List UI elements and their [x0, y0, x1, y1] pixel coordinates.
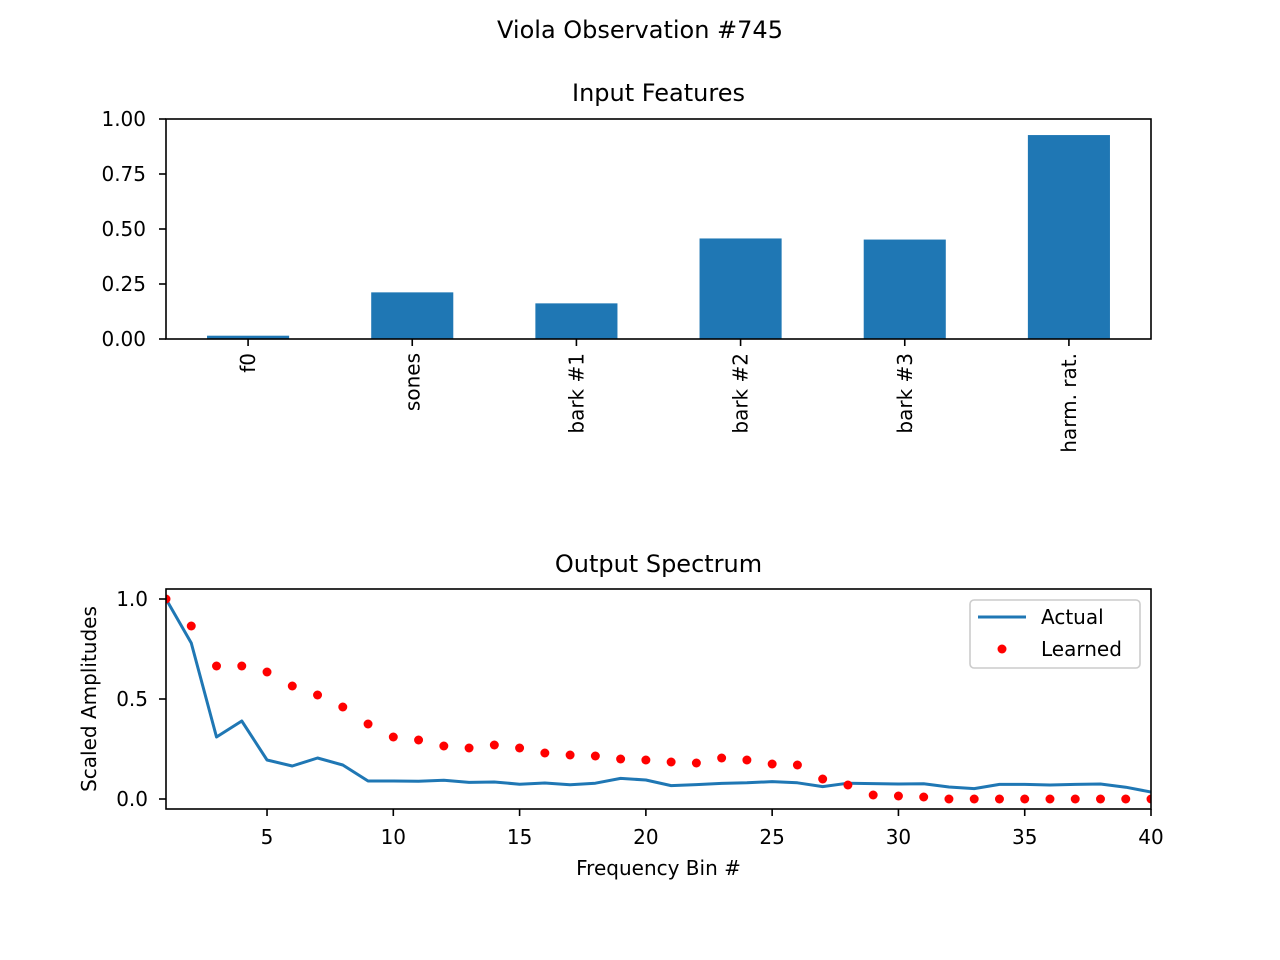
learned-point-8 — [363, 719, 373, 729]
bar-x-tick-label-5: harm. rat. — [1057, 353, 1081, 453]
learned-point-31 — [944, 794, 954, 804]
learned-point-39 — [1146, 794, 1151, 804]
spectrum-y-axis: 0.0 0.5 1.0 — [116, 587, 166, 811]
learned-point-35 — [1045, 794, 1055, 804]
learned-point-38 — [1121, 794, 1131, 804]
learned-point-28 — [868, 790, 878, 800]
legend-learned-swatch — [997, 644, 1007, 654]
spectrum-marks — [166, 594, 1151, 804]
learned-point-9 — [388, 732, 398, 742]
bar-x-tick-label-3: bark #2 — [729, 353, 753, 434]
bar-y-tick-label-4: 1.00 — [101, 107, 146, 131]
bar-2 — [535, 303, 618, 339]
bar-x-tick-label-2: bark #1 — [564, 353, 588, 434]
spectrum-x-axis: 5 10 15 20 25 30 35 40 — [261, 809, 1164, 849]
bar-1 — [371, 292, 454, 339]
learned-point-25 — [792, 760, 802, 770]
spectrum-x-tick-label-0: 5 — [261, 825, 274, 849]
learned-point-3 — [237, 661, 247, 671]
learned-point-6 — [313, 690, 323, 700]
bar-y-tick-label-2: 0.50 — [101, 217, 146, 241]
bar-x-tick-label-0: f0 — [236, 353, 260, 373]
learned-point-14 — [515, 743, 525, 753]
learned-point-4 — [262, 667, 272, 677]
learned-point-29 — [893, 791, 903, 801]
bar-y-axis: 0.00 0.25 0.50 0.75 1.00 — [101, 107, 166, 351]
actual-line — [166, 598, 1151, 794]
learned-point-34 — [1020, 794, 1030, 804]
learned-point-30 — [919, 792, 929, 802]
learned-point-18 — [616, 754, 626, 764]
bar-0 — [207, 335, 290, 339]
bar-x-axis: f0 sones bark #1 bark #2 bark #3 harm. rat. — [236, 339, 1081, 453]
learned-point-17 — [590, 751, 600, 761]
spectrum-x-tick-label-4: 25 — [759, 825, 784, 849]
input-features-title: Input Features — [572, 79, 745, 107]
learned-point-7 — [338, 702, 348, 712]
learned-point-5 — [287, 681, 297, 691]
learned-point-1 — [186, 621, 196, 631]
bar-x-tick-label-4: bark #3 — [893, 353, 917, 434]
bar-3 — [699, 238, 782, 339]
spectrum-legend: Actual Learned — [969, 599, 1141, 669]
learned-point-24 — [767, 759, 777, 769]
learned-point-22 — [717, 753, 727, 763]
bar-y-tick-label-0: 0.00 — [101, 327, 146, 351]
spectrum-x-tick-label-5: 30 — [886, 825, 911, 849]
spectrum-x-axis-label: Frequency Bin # — [576, 856, 741, 880]
bar-y-tick-label-3: 0.75 — [101, 162, 146, 186]
bar-y-tick-label-1: 0.25 — [101, 272, 146, 296]
figure-suptitle: Viola Observation #745 — [497, 16, 783, 44]
output-spectrum-chart: Output Spectrum 0.0 0.5 1.0 5 10 15 20 25 30 35 4… — [77, 550, 1164, 880]
learned-point-36 — [1070, 794, 1080, 804]
learned-point-2 — [212, 661, 222, 671]
learned-point-23 — [742, 755, 752, 765]
spectrum-x-tick-label-3: 20 — [633, 825, 658, 849]
spectrum-x-tick-label-2: 15 — [507, 825, 532, 849]
spectrum-y-axis-label: Scaled Amplitudes — [77, 606, 101, 792]
spectrum-y-tick-label-1: 0.5 — [116, 687, 148, 711]
bar-4 — [863, 239, 946, 339]
learned-point-21 — [691, 758, 701, 768]
learned-point-10 — [414, 735, 424, 745]
learned-point-26 — [818, 774, 828, 784]
output-spectrum-frame — [165, 588, 1152, 810]
learned-point-13 — [489, 740, 499, 750]
learned-point-20 — [666, 757, 676, 767]
learned-point-16 — [565, 750, 575, 760]
legend-actual-label: Actual — [1041, 605, 1104, 629]
learned-point-27 — [843, 780, 853, 790]
learned-point-32 — [969, 794, 979, 804]
bar-5 — [1027, 135, 1110, 339]
legend-learned-label: Learned — [1041, 637, 1122, 661]
learned-point-12 — [464, 743, 474, 753]
learned-point-33 — [994, 794, 1004, 804]
input-features-chart: Input Features 0.00 0.25 0.50 0.75 1.00 f0 so… — [101, 79, 1152, 453]
spectrum-x-tick-label-6: 35 — [1012, 825, 1037, 849]
spectrum-x-tick-label-7: 40 — [1138, 825, 1163, 849]
input-features-frame — [165, 118, 1152, 340]
learned-point-37 — [1095, 794, 1105, 804]
learned-point-0 — [166, 594, 171, 604]
learned-point-11 — [439, 741, 449, 751]
spectrum-y-tick-label-2: 1.0 — [116, 587, 148, 611]
spectrum-y-tick-label-0: 0.0 — [116, 787, 148, 811]
bar-x-tick-label-1: sones — [400, 353, 424, 411]
learned-point-15 — [540, 748, 550, 758]
bar-marks — [207, 135, 1110, 339]
output-spectrum-title: Output Spectrum — [555, 550, 762, 578]
learned-point-19 — [641, 755, 651, 765]
spectrum-x-tick-label-1: 10 — [381, 825, 406, 849]
